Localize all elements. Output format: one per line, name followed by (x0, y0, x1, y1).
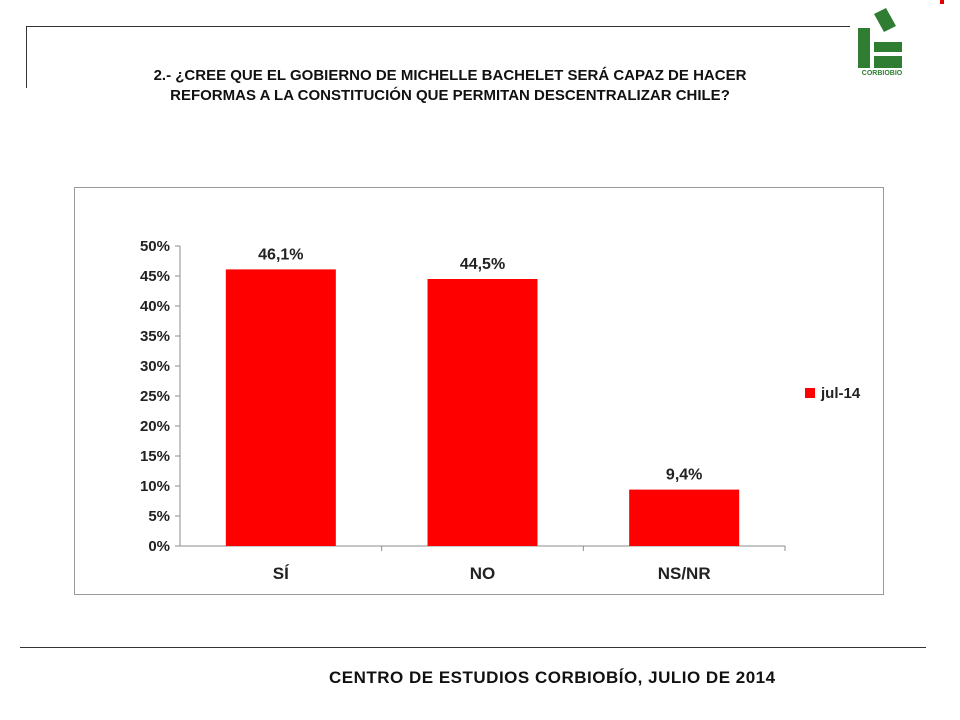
corbiobio-logo (858, 8, 902, 68)
y-tick-label: 35% (140, 328, 170, 345)
data-label: 44,5% (460, 256, 505, 273)
legend-swatch (805, 388, 815, 398)
frame-top-line (26, 26, 850, 27)
category-label: NO (470, 564, 496, 583)
page-title: 2.- ¿CREE QUE EL GOBIERNO DE MICHELLE BA… (40, 66, 860, 106)
y-tick-label: 0% (148, 538, 170, 555)
data-label: 46,1% (258, 246, 303, 263)
frame-left-line (26, 26, 27, 88)
y-tick-label: 10% (140, 478, 170, 495)
logo-text: CORBIOBIO (861, 70, 903, 77)
category-label: SÍ (273, 564, 290, 583)
legend-label: jul-14 (820, 385, 861, 402)
corner-mark (940, 0, 944, 4)
category-label: NS/NR (658, 564, 711, 583)
y-tick-label: 45% (140, 268, 170, 285)
y-tick-label: 5% (148, 508, 170, 525)
y-tick-label: 25% (140, 388, 170, 405)
title-line-1: 2.- ¿CREE QUE EL GOBIERNO DE MICHELLE BA… (153, 67, 747, 84)
bar-chart: 0% 5% 10% 15% 20% 25% 30% 35% 40% 45% 50% 46,1% SÍ 44… (140, 238, 861, 583)
chart-container: 0% 5% 10% 15% 20% 25% 30% 35% 40% 45% 50% 46,1% SÍ 44… (74, 187, 884, 595)
bar (427, 279, 538, 546)
footer-divider (20, 647, 926, 648)
y-tick-label: 30% (140, 358, 170, 375)
y-tick-label: 20% (140, 418, 170, 435)
bar (629, 489, 740, 546)
y-tick-label: 50% (140, 238, 170, 255)
y-tick-label: 40% (140, 298, 170, 315)
bar (225, 269, 336, 546)
data-label: 9,4% (666, 467, 702, 484)
y-tick-label: 15% (140, 448, 170, 465)
title-line-2: REFORMAS A LA CONSTITUCIÓN QUE PERMITAN … (170, 87, 730, 104)
footer-text: CENTRO DE ESTUDIOS CORBIOBÍO, JULIO DE 2… (329, 668, 776, 687)
